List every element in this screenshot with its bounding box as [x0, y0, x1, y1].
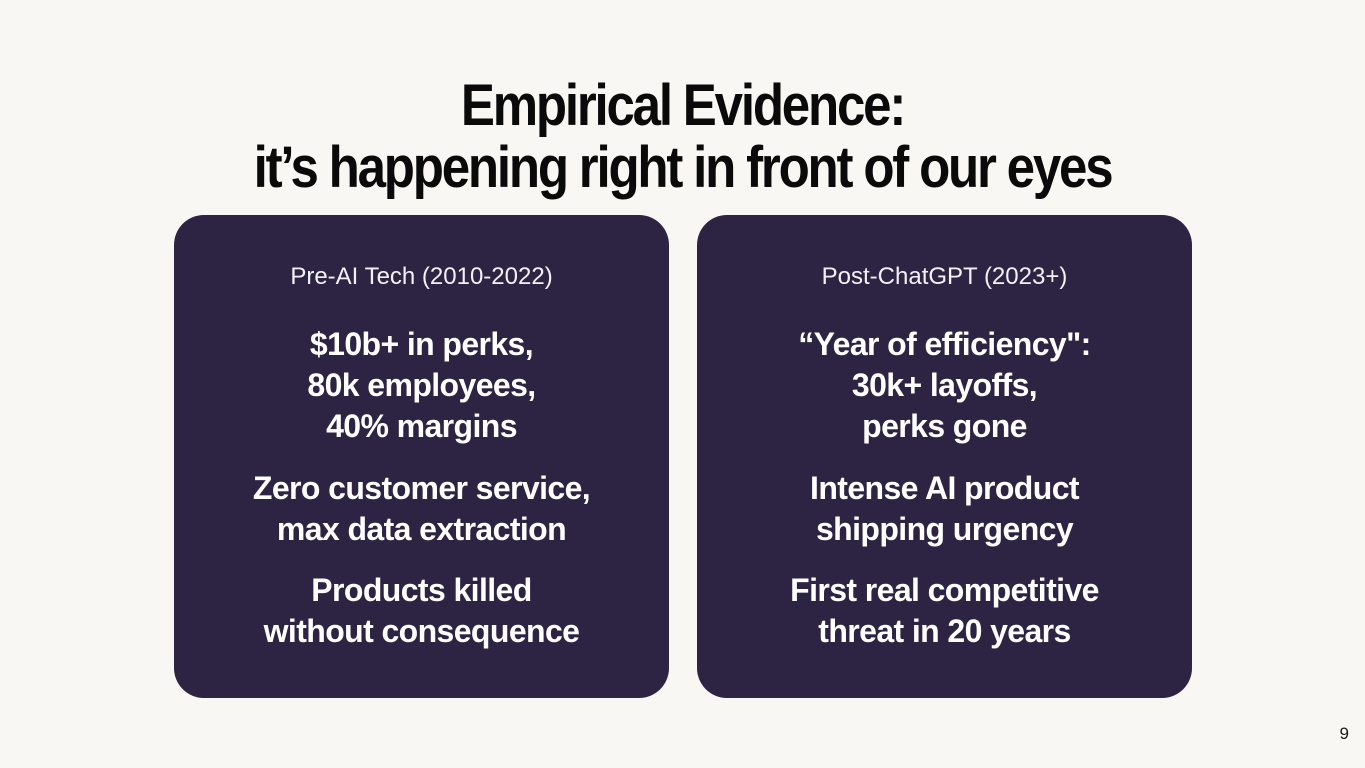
card-point-line: “Year of efficiency": [798, 326, 1091, 362]
card-point-line: threat in 20 years [818, 613, 1071, 649]
card-point-line: shipping urgency [815, 511, 1074, 547]
card-point: First real competitive threat in 20 year… [697, 570, 1192, 652]
slide-title: Empirical Evidence: it’s happening right… [82, 72, 1283, 200]
card-point-line: Products killed [311, 572, 532, 608]
card-point: “Year of efficiency": 30k+ layoffs, perk… [697, 324, 1192, 447]
card-point: Products killed without consequence [174, 570, 669, 652]
card-point-line: 30k+ layoffs, [851, 367, 1038, 403]
card-point: Zero customer service, max data extracti… [174, 468, 669, 550]
card-heading: Post-ChatGPT (2023+) [821, 263, 1068, 290]
card-point: Intense AI product shipping urgency [697, 468, 1192, 550]
card-point-line: max data extraction [276, 511, 567, 547]
post-chatgpt-card: Post-ChatGPT (2023+) “Year of efficiency… [697, 215, 1192, 698]
card-point-line: Zero customer service, [252, 470, 591, 506]
card-point-line: 80k employees, [307, 367, 536, 403]
page-number: 9 [1339, 724, 1349, 743]
card-point-line: perks gone [862, 408, 1027, 444]
pre-ai-tech-card: Pre-AI Tech (2010-2022) $10b+ in perks, … [174, 215, 669, 698]
card-point-line: without consequence [263, 613, 580, 649]
slide-title-line-1: Empirical Evidence: [460, 72, 906, 138]
card-point-line: 40% margins [326, 408, 517, 444]
card-point: $10b+ in perks, 80k employees, 40% margi… [174, 324, 669, 447]
card-point-line: $10b+ in perks, [309, 326, 534, 362]
slide-title-line-2: it’s happening right in front of our eye… [253, 134, 1114, 200]
card-point-line: Intense AI product [810, 470, 1080, 506]
card-heading: Pre-AI Tech (2010-2022) [290, 263, 553, 290]
card-point-line: First real competitive [790, 572, 1099, 608]
